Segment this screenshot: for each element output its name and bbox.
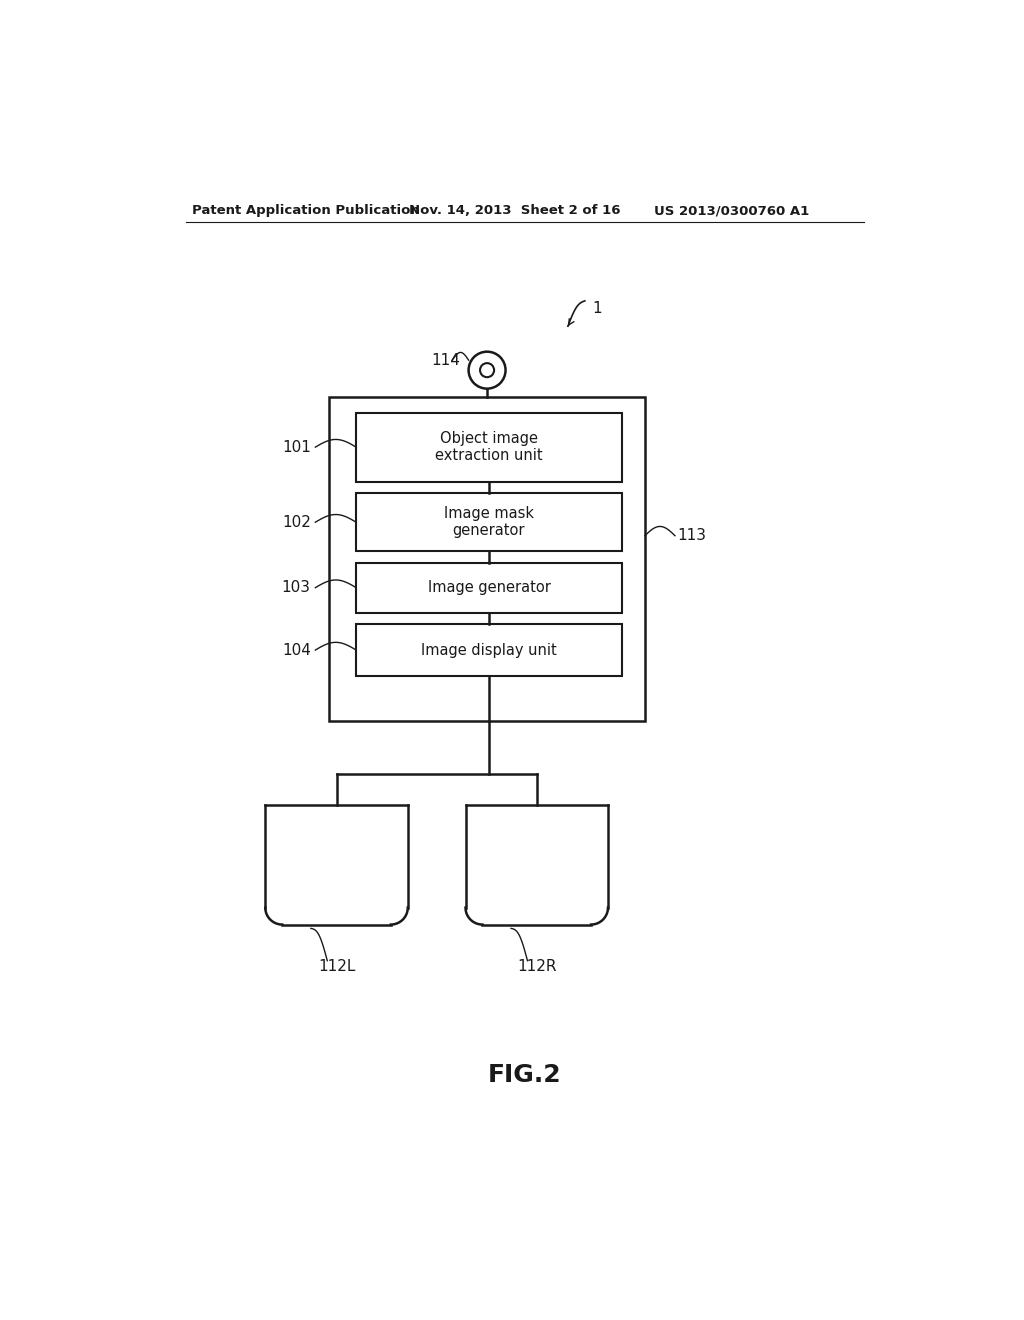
Text: 102: 102 — [282, 515, 310, 529]
Circle shape — [469, 351, 506, 388]
Text: 1: 1 — [593, 301, 602, 315]
Bar — [356, 494, 622, 552]
Circle shape — [480, 363, 495, 378]
Bar — [330, 397, 645, 721]
Text: 103: 103 — [282, 581, 310, 595]
Text: 104: 104 — [282, 643, 310, 657]
Text: 114: 114 — [431, 352, 460, 368]
Text: 101: 101 — [282, 440, 310, 454]
Text: 112R: 112R — [517, 960, 556, 974]
Text: Object image
extraction unit: Object image extraction unit — [435, 430, 543, 463]
Text: 113: 113 — [677, 528, 707, 544]
Text: Image generator: Image generator — [428, 581, 551, 595]
Text: FIG.2: FIG.2 — [488, 1063, 561, 1086]
Text: US 2013/0300760 A1: US 2013/0300760 A1 — [654, 205, 809, 218]
Bar — [356, 624, 622, 676]
Text: Image display unit: Image display unit — [421, 643, 557, 657]
Text: Image mask
generator: Image mask generator — [444, 506, 534, 539]
Text: Nov. 14, 2013  Sheet 2 of 16: Nov. 14, 2013 Sheet 2 of 16 — [410, 205, 621, 218]
Bar — [356, 562, 622, 612]
Text: Patent Application Publication: Patent Application Publication — [193, 205, 420, 218]
Text: 112L: 112L — [317, 960, 355, 974]
Bar — [356, 413, 622, 482]
